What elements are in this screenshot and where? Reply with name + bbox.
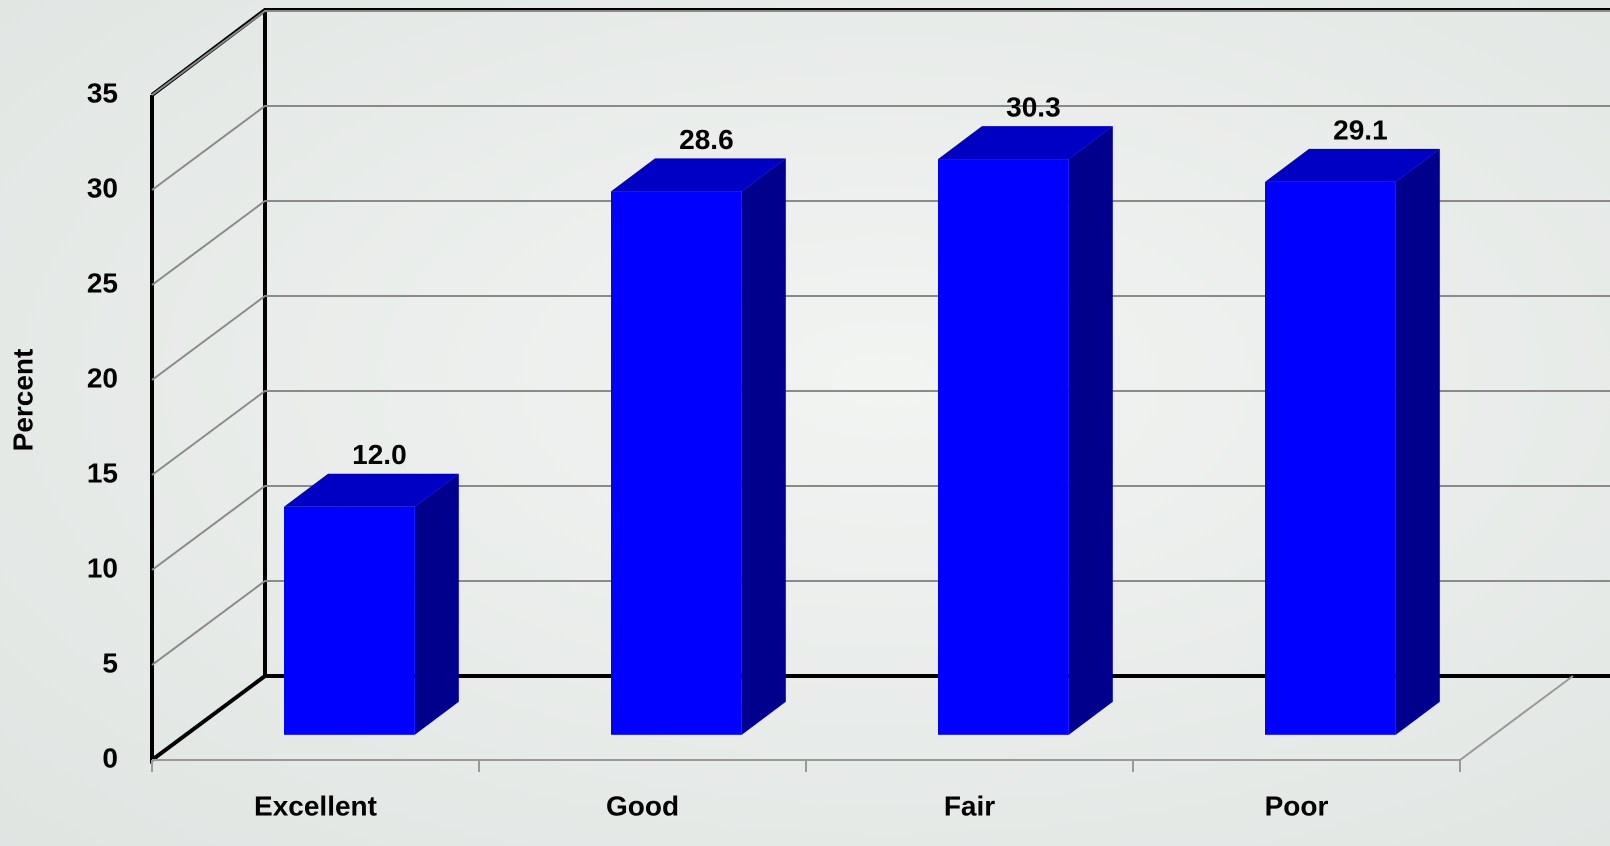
y-tick-label: 35 [87, 77, 118, 108]
bar-side [741, 158, 786, 735]
value-label: 28.6 [679, 124, 734, 155]
bar-top [938, 126, 1113, 160]
bar-side [1068, 126, 1113, 735]
bar-top [611, 158, 786, 192]
value-label: 29.1 [1333, 114, 1388, 145]
x-tick-label: Excellent [254, 790, 377, 821]
x-tick-label: Good [606, 790, 679, 821]
grid-line [151, 580, 1610, 666]
value-label: 30.3 [1006, 91, 1061, 122]
grid-line [151, 485, 1610, 571]
bar [611, 191, 742, 735]
y-tick-label: 5 [102, 647, 118, 678]
bar [284, 506, 415, 735]
y-tick-label: 20 [87, 362, 118, 393]
grid-line [151, 200, 1610, 286]
bar [938, 159, 1069, 735]
x-tick-label: Fair [944, 790, 995, 821]
grid-line [151, 295, 1610, 381]
axis-frame [150, 95, 1610, 764]
bar-top [1265, 148, 1440, 182]
bar-side [414, 473, 459, 735]
y-tick-label: 25 [87, 267, 118, 298]
value-label: 12.0 [352, 439, 407, 470]
y-tick-label: 0 [102, 742, 118, 773]
y-tick-label: 30 [87, 172, 118, 203]
y-tick-label: 15 [87, 457, 118, 488]
bar-side [1395, 148, 1440, 735]
grid-line [151, 105, 1610, 191]
bar-top [284, 473, 459, 507]
x-tick-label: Poor [1265, 790, 1329, 821]
grid-line [151, 390, 1610, 476]
grid-line [151, 10, 1610, 96]
y-axis-title: Percent [7, 349, 38, 452]
bar [1265, 181, 1396, 735]
y-tick-label: 10 [87, 552, 118, 583]
